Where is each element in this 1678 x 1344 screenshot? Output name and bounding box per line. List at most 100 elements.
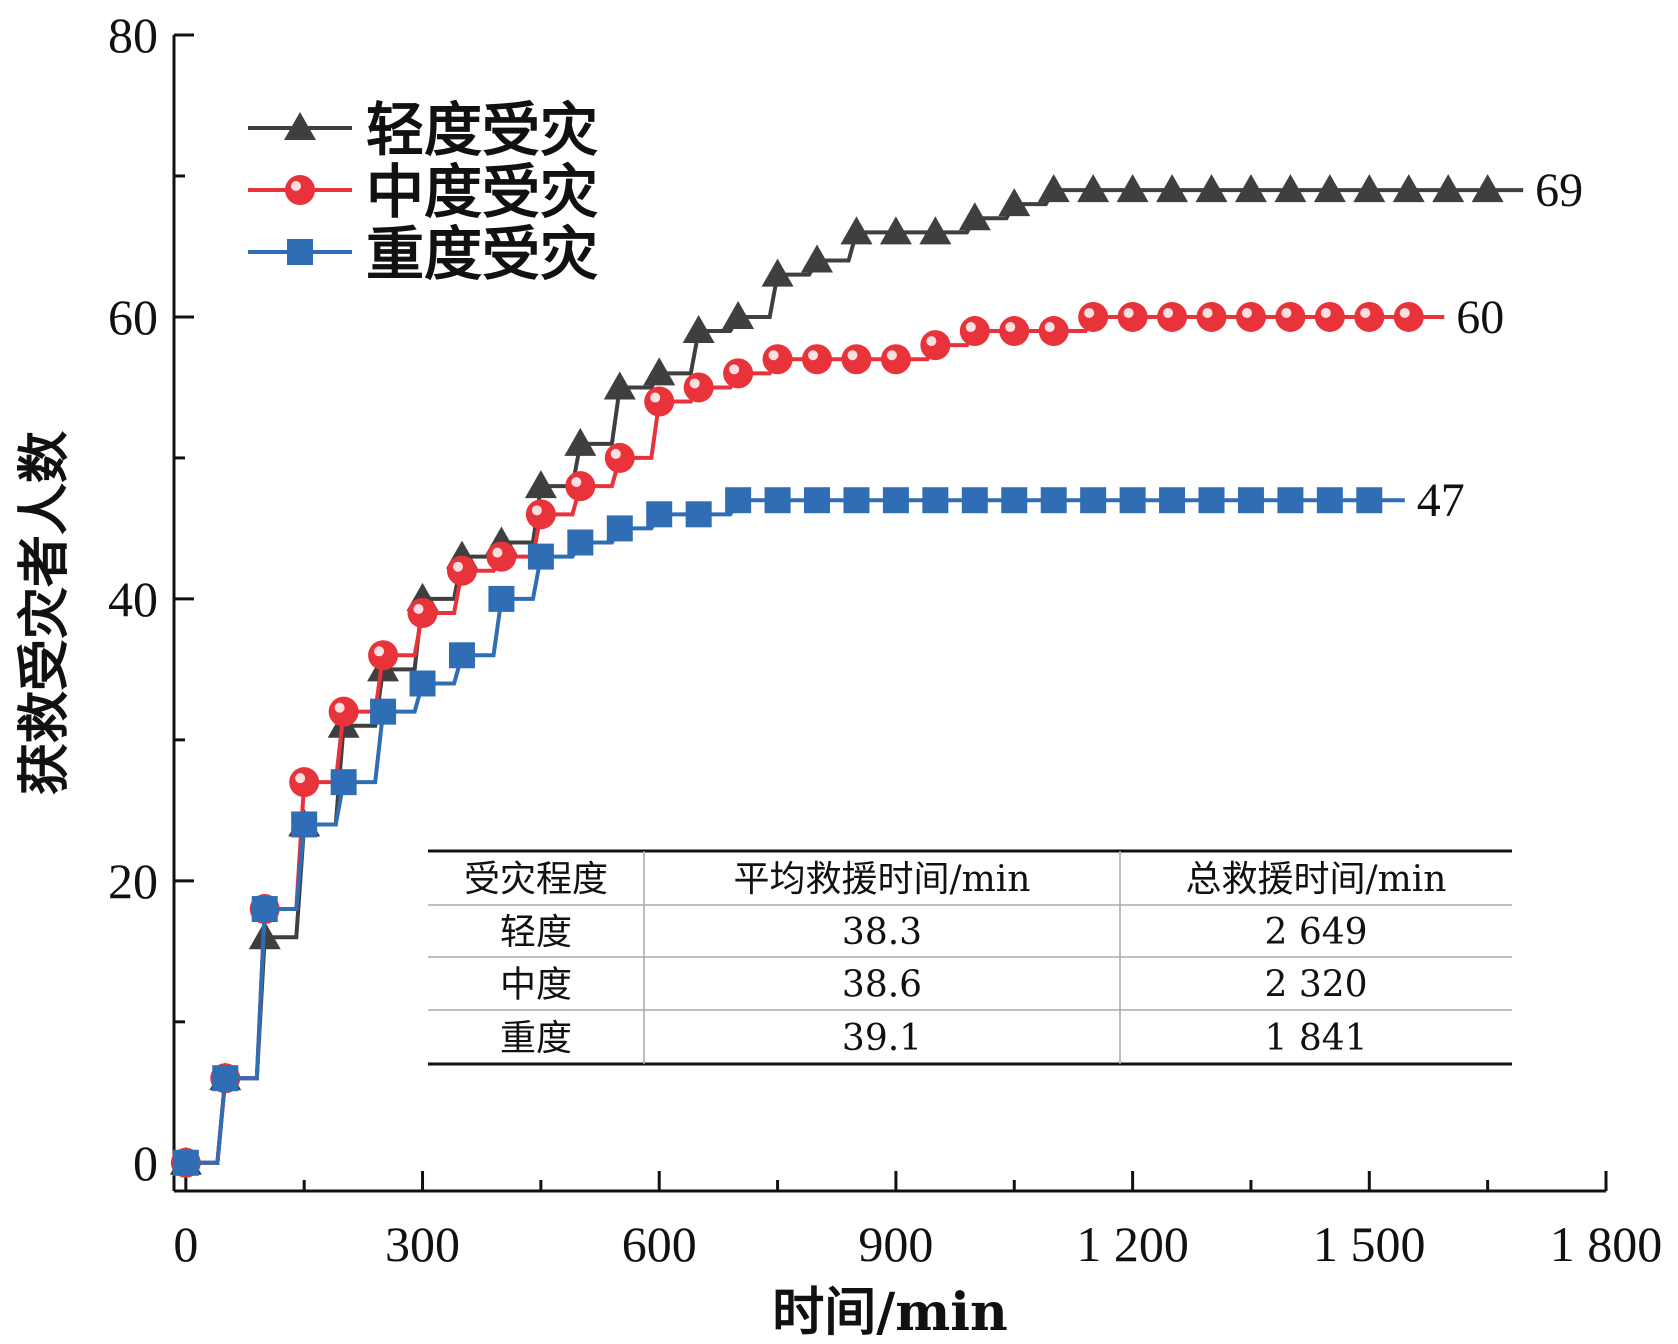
data-point-highlight — [452, 561, 463, 572]
data-point — [1156, 174, 1189, 203]
data-point — [603, 371, 636, 400]
y-tick-label: 0 — [133, 1135, 158, 1191]
x-tick-label: 1 800 — [1550, 1216, 1663, 1272]
data-point-body — [368, 640, 399, 671]
series-2: 60 — [170, 291, 1504, 1178]
data-point-body — [1393, 301, 1424, 332]
data-point — [407, 598, 438, 628]
data-point — [722, 300, 755, 329]
table-cell: 2 649 — [1264, 912, 1367, 953]
y-tick-label: 60 — [108, 289, 158, 345]
data-point-highlight — [847, 350, 858, 361]
data-point — [1353, 174, 1386, 203]
data-point — [880, 344, 911, 375]
data-point — [1038, 316, 1069, 347]
data-point — [527, 543, 554, 570]
data-point — [723, 358, 754, 389]
data-point — [1198, 487, 1225, 514]
data-point — [643, 357, 676, 386]
data-point-body — [525, 499, 556, 530]
data-point — [1117, 301, 1148, 332]
data-point — [409, 670, 436, 697]
x-axis-title: 时间/min — [772, 1282, 1008, 1343]
data-point-highlight — [571, 477, 582, 488]
data-point-body — [289, 767, 320, 798]
data-point-body — [841, 344, 872, 375]
data-point-body — [1275, 301, 1306, 332]
series-line — [185, 314, 1445, 1165]
x-tick-label: 900 — [858, 1216, 933, 1272]
data-point-highlight — [1044, 322, 1055, 333]
table-cell: 中度 — [500, 965, 572, 1006]
data-point — [368, 640, 399, 671]
data-point — [999, 316, 1030, 347]
data-point-body — [407, 598, 438, 628]
data-point — [1037, 174, 1070, 203]
data-point — [882, 487, 909, 514]
table-cell: 38.3 — [842, 912, 922, 953]
data-point-highlight — [768, 350, 779, 361]
data-point — [725, 487, 752, 514]
data-point — [1354, 301, 1385, 332]
data-point-body — [762, 344, 793, 375]
data-point-highlight — [1084, 307, 1095, 318]
data-point — [920, 330, 951, 361]
data-point — [1157, 301, 1188, 332]
data-point — [922, 487, 949, 514]
data-point — [1356, 487, 1383, 514]
data-point — [604, 442, 635, 473]
data-point-highlight — [1360, 307, 1371, 318]
data-point — [1277, 487, 1304, 514]
data-point — [1159, 487, 1186, 514]
table-header-cell: 平均救援时间/min — [734, 859, 1031, 900]
end-value-label: 60 — [1456, 291, 1504, 344]
data-point — [1078, 301, 1109, 332]
x-tick-label: 600 — [622, 1216, 697, 1272]
table-cell: 轻度 — [500, 912, 572, 953]
data-point-highlight — [1005, 322, 1016, 333]
legend-marker-highlight — [291, 181, 301, 191]
data-point-highlight — [413, 604, 424, 614]
data-point-highlight — [926, 336, 937, 347]
data-point-body — [723, 358, 754, 389]
data-point — [961, 487, 988, 514]
y-tick-label: 80 — [108, 7, 158, 63]
series-layer: 69 60 47 — [169, 164, 1583, 1178]
data-point — [1234, 174, 1267, 203]
data-point-highlight — [1241, 307, 1252, 318]
legend-item-1: 轻度受灾 — [248, 96, 598, 164]
data-point-highlight — [650, 392, 661, 403]
data-point-body — [1117, 301, 1148, 332]
data-point — [1001, 487, 1028, 514]
data-point-body — [1354, 301, 1385, 332]
data-point — [959, 316, 990, 347]
data-point — [762, 344, 793, 375]
data-point — [1237, 487, 1264, 514]
table-cell: 2 320 — [1264, 965, 1367, 1006]
data-point — [802, 344, 833, 375]
data-point-highlight — [965, 322, 976, 333]
legend-item-3: 重度受灾 — [248, 220, 598, 288]
data-point-body — [328, 696, 359, 727]
legend-marker — [285, 175, 315, 205]
data-point-highlight — [1123, 307, 1134, 318]
data-point-body — [644, 386, 675, 417]
data-point — [764, 487, 791, 514]
data-point — [567, 529, 594, 556]
data-point — [1471, 174, 1504, 203]
data-point — [291, 811, 318, 838]
y-tick-label: 40 — [108, 571, 158, 627]
data-point — [1040, 487, 1067, 514]
data-point-highlight — [610, 448, 621, 459]
data-point-highlight — [729, 364, 740, 375]
data-point — [1313, 174, 1346, 203]
data-point — [761, 258, 794, 287]
data-point — [524, 470, 557, 499]
data-point — [958, 202, 991, 231]
x-tick-label: 1 500 — [1313, 1216, 1426, 1272]
legend-label: 重度受灾 — [366, 220, 598, 288]
data-point — [646, 501, 673, 528]
data-point-body — [959, 316, 990, 347]
data-point — [1235, 301, 1266, 332]
x-tick-label: 0 — [173, 1216, 198, 1272]
